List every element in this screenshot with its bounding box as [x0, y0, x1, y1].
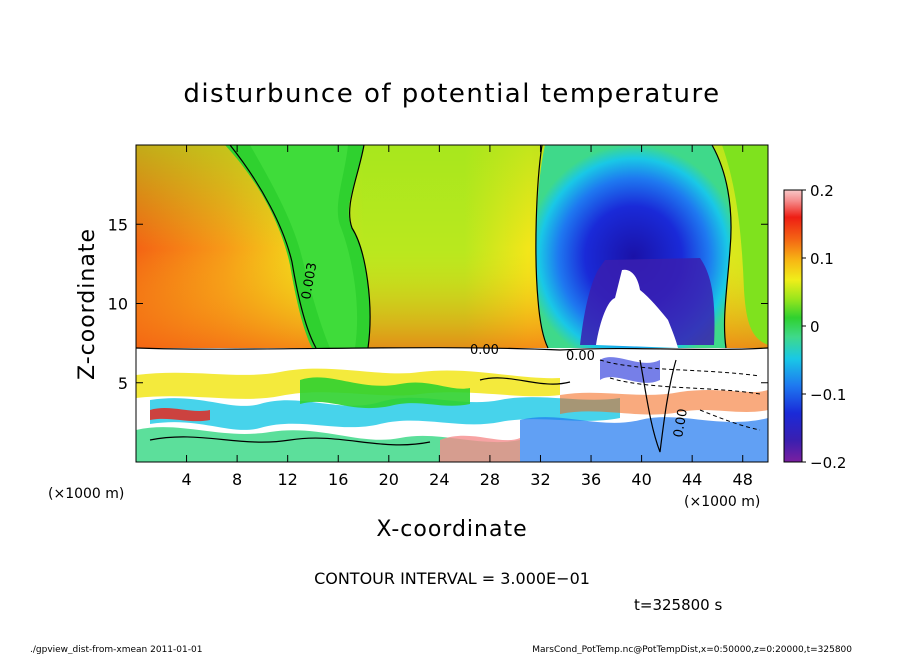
heatmap-field: 0.003 0.00 0.00 0.00 — [136, 145, 768, 462]
x-tick-label: 32 — [530, 470, 550, 489]
contour-label-2: 0.00 — [470, 343, 499, 358]
x-tick-label: 24 — [429, 470, 449, 489]
y-unit-label: (×1000 m) — [48, 486, 124, 502]
x-tick-label: 16 — [328, 470, 348, 489]
y-axis: 5 10 15 — [108, 215, 768, 393]
y-tick-label: 15 — [108, 215, 128, 234]
time-label: t=325800 s — [634, 596, 722, 614]
colorbar-tick-label: 0.2 — [810, 182, 834, 200]
x-axis: 4 8 12 16 20 24 28 32 36 40 44 48 — [181, 145, 753, 489]
contour-label-4: 0.00 — [671, 408, 691, 439]
x-tick-label: 40 — [631, 470, 651, 489]
x-tick-label: 36 — [581, 470, 601, 489]
colorbar-tick-label: −0.1 — [810, 386, 846, 404]
colorbar-tick-label: 0 — [810, 318, 820, 336]
x-tick-label: 4 — [181, 470, 191, 489]
y-tick-label: 10 — [108, 295, 128, 314]
contour-label-1: 0.003 — [299, 261, 320, 300]
x-tick-label: 20 — [379, 470, 399, 489]
contour-label-3: 0.00 — [566, 349, 595, 364]
contour-interval-text: CONTOUR INTERVAL = 3.000E−01 — [314, 569, 590, 588]
y-tick-label: 5 — [118, 374, 128, 393]
colorbar-tick-label: −0.2 — [810, 454, 846, 472]
x-tick-label: 48 — [733, 470, 753, 489]
colorbar-scale — [783, 189, 803, 463]
x-tick-label: 12 — [278, 470, 298, 489]
y-axis-label: Z-coordinate — [75, 228, 100, 380]
x-tick-label: 44 — [682, 470, 702, 489]
x-tick-label: 28 — [480, 470, 500, 489]
colorbar-tick-label: 0.1 — [810, 250, 834, 268]
x-axis-label: X-coordinate — [376, 517, 527, 542]
footer-source-label: MarsCond_PotTemp.nc@PotTempDist,x=0:5000… — [532, 645, 852, 654]
x-tick-label: 8 — [232, 470, 242, 489]
chart-title: disturbunce of potential temperature — [183, 79, 720, 109]
colorbar: 0.2 0.1 0 −0.1 −0.2 — [783, 182, 846, 472]
x-unit-label: (×1000 m) — [684, 494, 760, 510]
footer-script-label: ./gpview_dist-from-xmean 2011-01-01 — [30, 645, 202, 654]
